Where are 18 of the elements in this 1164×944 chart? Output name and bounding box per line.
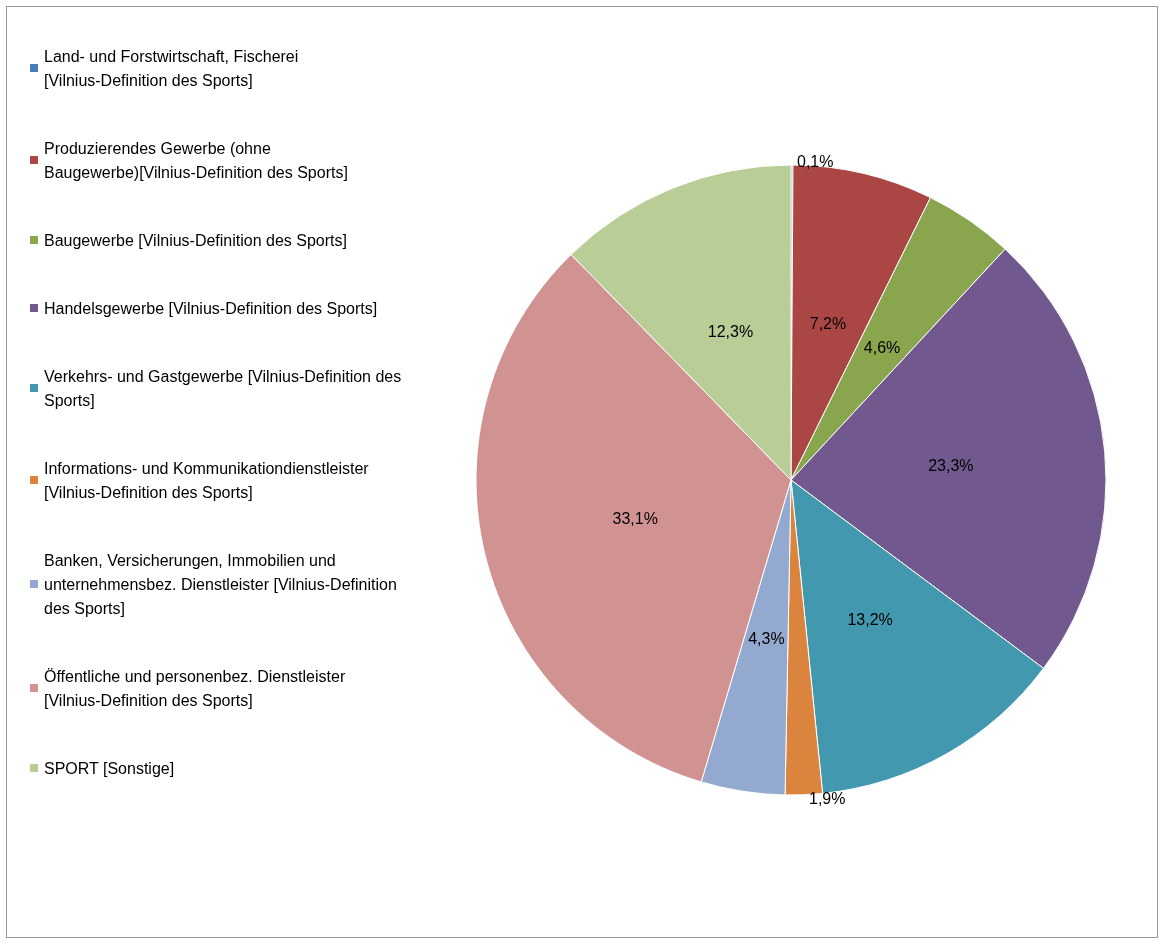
data-label: 7,2% bbox=[809, 315, 847, 333]
legend-label: Produzierendes Gewerbe (ohne Baugewerbe)[Vilnius-Definition des Sports] bbox=[44, 139, 348, 181]
data-label: 13,2% bbox=[847, 611, 893, 629]
legend-label: Baugewerbe [Vilnius-Definition des Sports] bbox=[44, 231, 347, 249]
data-label: 0,1% bbox=[797, 152, 834, 170]
data-label: 1,9% bbox=[809, 790, 846, 808]
legend-label: Handelsgewerbe [Vilnius-Definition des Sports] bbox=[44, 299, 378, 317]
data-label: 4,6% bbox=[863, 339, 901, 357]
legend-label: Land- und Forstwirtschaft, Fischerei [Vilnius-Definition des Sports] bbox=[44, 47, 303, 89]
data-label: 23,3% bbox=[928, 456, 974, 474]
legend-label: Öffentliche und personenbez. Dienstleister [Vilnius-Definition des Sports] bbox=[44, 667, 350, 709]
legend-label: Informations- und Kommunikationdienstleister [Vilnius-Definition des Sports] bbox=[44, 459, 374, 501]
data-label: 12,3% bbox=[707, 322, 754, 340]
legend-label: SPORT [Sonstige] bbox=[44, 759, 175, 777]
legend-label: Verkehrs- und Gastgewerbe [Vilnius-Definition des Sports] bbox=[44, 367, 406, 409]
data-label: 4,3% bbox=[748, 630, 785, 648]
legend-label: Banken, Versicherungen, Immobilien und unternehmensbez. Dienstleister [Vilnius-Definition des Sports] bbox=[44, 551, 402, 617]
data-label: 33,1% bbox=[612, 509, 658, 527]
